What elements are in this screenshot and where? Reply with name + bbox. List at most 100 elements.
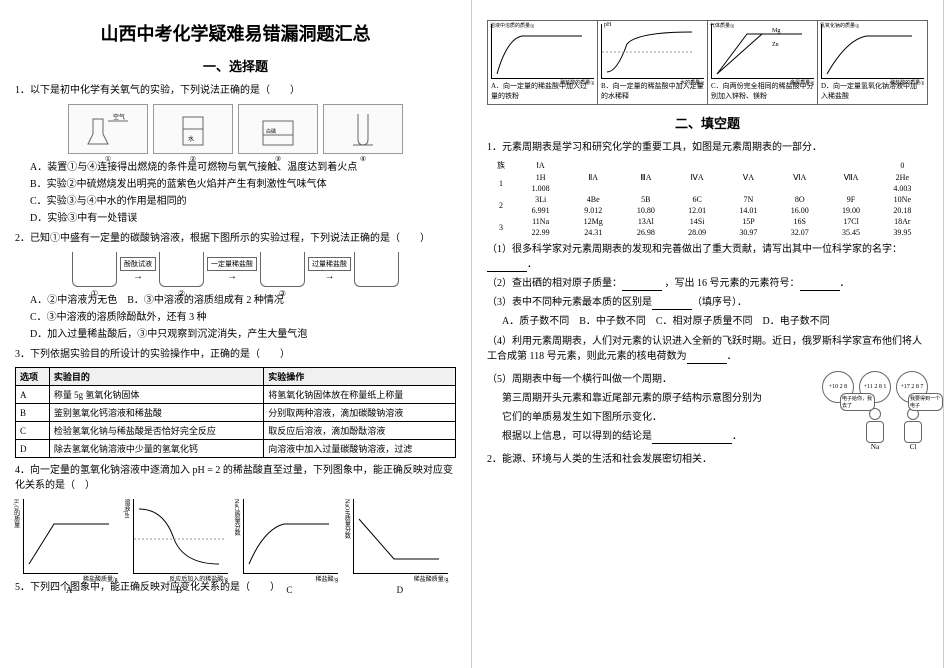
blank-input[interactable]: [652, 300, 692, 310]
person-icon: 我要得到一个电子 Cl: [898, 408, 928, 448]
blank-input[interactable]: [622, 281, 662, 291]
sub-q5: （5）周期表中每一个横行叫做一个周期．: [487, 372, 798, 387]
chart-b: 7 溶液pH 反应后加入的稀盐酸/g B: [133, 499, 228, 574]
curve-icon: [244, 499, 339, 574]
curve-icon: 7: [134, 499, 229, 574]
svg-text:空气: 空气: [113, 113, 125, 121]
th-option: 选项: [16, 368, 50, 386]
fill-question-1: 1．元素周期表是学习和研究化学的重要工具，如图是元素周期表的一部分．: [487, 140, 928, 155]
table-header-row: 选项 实验目的 实验操作: [16, 368, 456, 386]
arrow-icon: →: [325, 271, 335, 282]
tube-icon: [333, 109, 393, 149]
flow-label-3: 过量稀盐酸: [308, 257, 351, 271]
question-1: 1．以下是初中化学有关氧气的实验，下列说法正确的是（ ）: [15, 83, 456, 98]
th-purpose: 实验目的: [49, 368, 263, 386]
mini-chart: 7 pH 水的质量/g: [601, 24, 704, 79]
beaker-3: ③: [260, 252, 305, 287]
q1-fig-2: 水 ②: [153, 104, 233, 154]
beaker-2: ②: [159, 252, 204, 287]
left-column: 山西中考化学疑难易错漏洞题汇总 一、选择题 1．以下是初中化学有关氧气的实验，下…: [0, 0, 472, 668]
sub-q5d: 根据以上信息，可以得到的结论是．: [502, 429, 798, 444]
chart-d: NaOH质量分数 稀盐酸质量/g D: [353, 499, 448, 574]
curve-icon: [24, 499, 119, 574]
q2-opt-c: C．③中溶液的溶质除酚酞外，还有 3 种: [30, 310, 456, 326]
sub-q3: （3）表中不同种元素最本质的区别是（填序号）．: [487, 295, 928, 310]
speech-bubble: 电子给你，我去了: [840, 393, 875, 411]
beaker-icon: 白磷: [248, 109, 308, 149]
table-row: A称量 5g 氢氧化钠固体将氢氧化钠固体放在称量纸上称量: [16, 386, 456, 404]
top-chart-a: 溶液中溶质的质量/g 稀盐酸的质量/g A．向一定量的稀盐酸中加入过量的铁粉: [488, 21, 598, 104]
q2-opt-d: D．加入过量稀盐酸后，③中只观察到沉淀消失，产生大量气泡: [30, 327, 456, 343]
q1-fig-4: ④: [323, 104, 403, 154]
speech-bubble: 我要得到一个电子: [908, 393, 943, 411]
period-row-1: 1 1H ⅡA ⅢA ⅣA ⅤA ⅥA ⅦA 2He: [487, 172, 928, 183]
curve-icon: Mg Zn: [712, 24, 814, 79]
q1-fig-3: 白磷 ③: [238, 104, 318, 154]
blank-input[interactable]: [687, 354, 727, 364]
period-row-1-mass: 1.008 4.003: [487, 183, 928, 194]
section-2-title: 二、填空题: [487, 113, 928, 132]
person-body-icon: [904, 421, 922, 443]
q1-opt-b: B．实验②中硫燃烧发出明亮的蓝紫色火焰并产生有刺激性气味气体: [30, 177, 456, 193]
curve-icon: [822, 24, 924, 79]
document-title: 山西中考化学疑难易错漏洞题汇总: [15, 20, 456, 46]
curve-icon: [354, 499, 449, 574]
blank-input[interactable]: [652, 434, 732, 444]
q1-figures: 空气 ① 水 ② 白磷 ③ ④: [15, 104, 456, 154]
q3-table: 选项 实验目的 实验操作 A称量 5g 氢氧化钠固体将氢氧化钠固体放在称量纸上称…: [15, 367, 456, 458]
svg-text:Mg: Mg: [772, 28, 780, 34]
q4-charts: H₂O的质量 稀盐酸质量/g A 7 溶液pH 反应后加入的稀盐酸/g B Na…: [15, 499, 456, 574]
top-chart-b: 7 pH 水的质量/g B．向一定量的稀盐酸中加入足量的水稀释: [598, 21, 708, 104]
th-operation: 实验操作: [264, 368, 456, 386]
section-1-title: 一、选择题: [15, 56, 456, 75]
group-header-row: 族 ⅠA 0: [487, 159, 928, 172]
sub-q5-row: （5）周期表中每一个横行叫做一个周期． 第三周期开头元素和靠近尾部元素的原子结构…: [487, 368, 928, 448]
top-chart-grid: 溶液中溶质的质量/g 稀盐酸的质量/g A．向一定量的稀盐酸中加入过量的铁粉 7…: [487, 20, 928, 105]
curve-icon: 7: [602, 24, 704, 79]
person-body-icon: [866, 421, 884, 443]
beaker-4: [354, 252, 399, 287]
flow-label-1: 酚酞试液: [120, 257, 156, 271]
svg-text:白磷: 白磷: [266, 128, 276, 135]
arrow-icon: →: [133, 271, 143, 282]
table-row: D除去氢氧化钠溶液中少量的氢氧化钙向溶液中加入过量碳酸钠溶液，过滤: [16, 440, 456, 458]
q1-opt-d: D．实验③中有一处错误: [30, 211, 456, 227]
chart-c: NaCl质量分数 稀盐酸/g C: [243, 499, 338, 574]
svg-text:水: 水: [188, 135, 194, 143]
question-2: 2．已知①中盛有一定量的碳酸钠溶液，根据下图所示的实验过程，下列说法正确的是（ …: [15, 231, 456, 246]
sub-q1: （1）很多科学家对元素周期表的发现和完善做出了重大贡献，请写出其中一位科学家的名…: [487, 242, 928, 272]
svg-text:Zn: Zn: [772, 42, 779, 48]
blank-input[interactable]: [800, 281, 840, 291]
sub-q2: （2）查出硒的相对原子质量： ，写出 16 号元素的元素符号：．: [487, 276, 928, 291]
period-row-2-mass: 6.991 9.012 10.80 12.01 14.01 16.00 19.0…: [487, 205, 928, 216]
q1-opt-a: A．装置①与④连接得出燃烧的条件是可燃物与氧气接触、温度达到着火点: [30, 160, 456, 176]
bottle-icon: 水: [163, 109, 223, 149]
q2-flow: ① 酚酞试液 → ② 一定量稀盐酸 → ③ 过量稀盐酸 →: [15, 252, 456, 287]
top-chart-c: Mg Zn 气体质量/g 金属质量/g C．向两份完全相同的稀盐酸中分别加入锌粉…: [708, 21, 818, 104]
question-4: 4．向一定量的氢氧化钠溶液中逐滴加入 pH = 2 的稀盐酸直至过量，下列图象中…: [15, 463, 456, 493]
fill-question-2: 2．能源、环境与人类的生活和社会发展密切相关．: [487, 452, 928, 467]
sub-q3-opts: A．质子数不同 B．中子数不同 C．相对原子质量不同 D．电子数不同: [502, 314, 928, 330]
flow-label-2: 一定量稀盐酸: [207, 257, 257, 271]
flask-icon: 空气: [78, 109, 138, 149]
table-row: C检验氢氧化钠与稀盐酸是否恰好完全反应取反应后溶液，滴加酚酞溶液: [16, 422, 456, 440]
sub-q5c: 它们的单质易发生如下图所示变化．: [502, 410, 798, 425]
q1-text: 1．以下是初中化学有关氧气的实验，下列说法正确的是（ ）: [15, 85, 300, 96]
beaker-1: ①: [72, 252, 117, 287]
people-row: 电子给你，我去了 Na 我要得到一个电子 Cl: [798, 408, 928, 448]
right-column: 溶液中溶质的质量/g 稀盐酸的质量/g A．向一定量的稀盐酸中加入过量的铁粉 7…: [472, 0, 944, 668]
mini-chart: 氢氧化钠的质量/g 稀盐酸的质量/g: [821, 24, 924, 79]
q1-options: A．装置①与④连接得出燃烧的条件是可燃物与氧气接触、温度达到着火点 B．实验②中…: [30, 160, 456, 227]
table-row: B鉴别氢氧化钙溶液和稀盐酸分别取两种溶液，滴加碳酸钠溶液: [16, 404, 456, 422]
period-row-3: 3 11Na 12Mg 13Al 14Si 15P 16S 17Cl 18Ar: [487, 216, 928, 227]
mini-chart: Mg Zn 气体质量/g 金属质量/g: [711, 24, 814, 79]
question-3: 3．下列依据实验目的所设计的实验操作中，正确的是（ ）: [15, 347, 456, 362]
blank-input[interactable]: [487, 262, 527, 272]
periodic-table: 族 ⅠA 0 1 1H ⅡA ⅢA ⅣA ⅤA ⅥA ⅦA 2He 1.008 …: [487, 159, 928, 238]
q2-options: A．②中溶液为无色 B．③中溶液的溶质组成有 2 种情况 C．③中溶液的溶质除酚…: [30, 293, 456, 343]
mini-chart: 溶液中溶质的质量/g 稀盐酸的质量/g: [491, 24, 594, 79]
period-row-3-mass: 22.99 24.31 26.98 28.09 30.97 32.07 35.4…: [487, 227, 928, 238]
q1-fig-1: 空气 ①: [68, 104, 148, 154]
curve-icon: [492, 24, 594, 79]
q1-opt-c: C．实验③与④中水的作用是相同的: [30, 194, 456, 210]
